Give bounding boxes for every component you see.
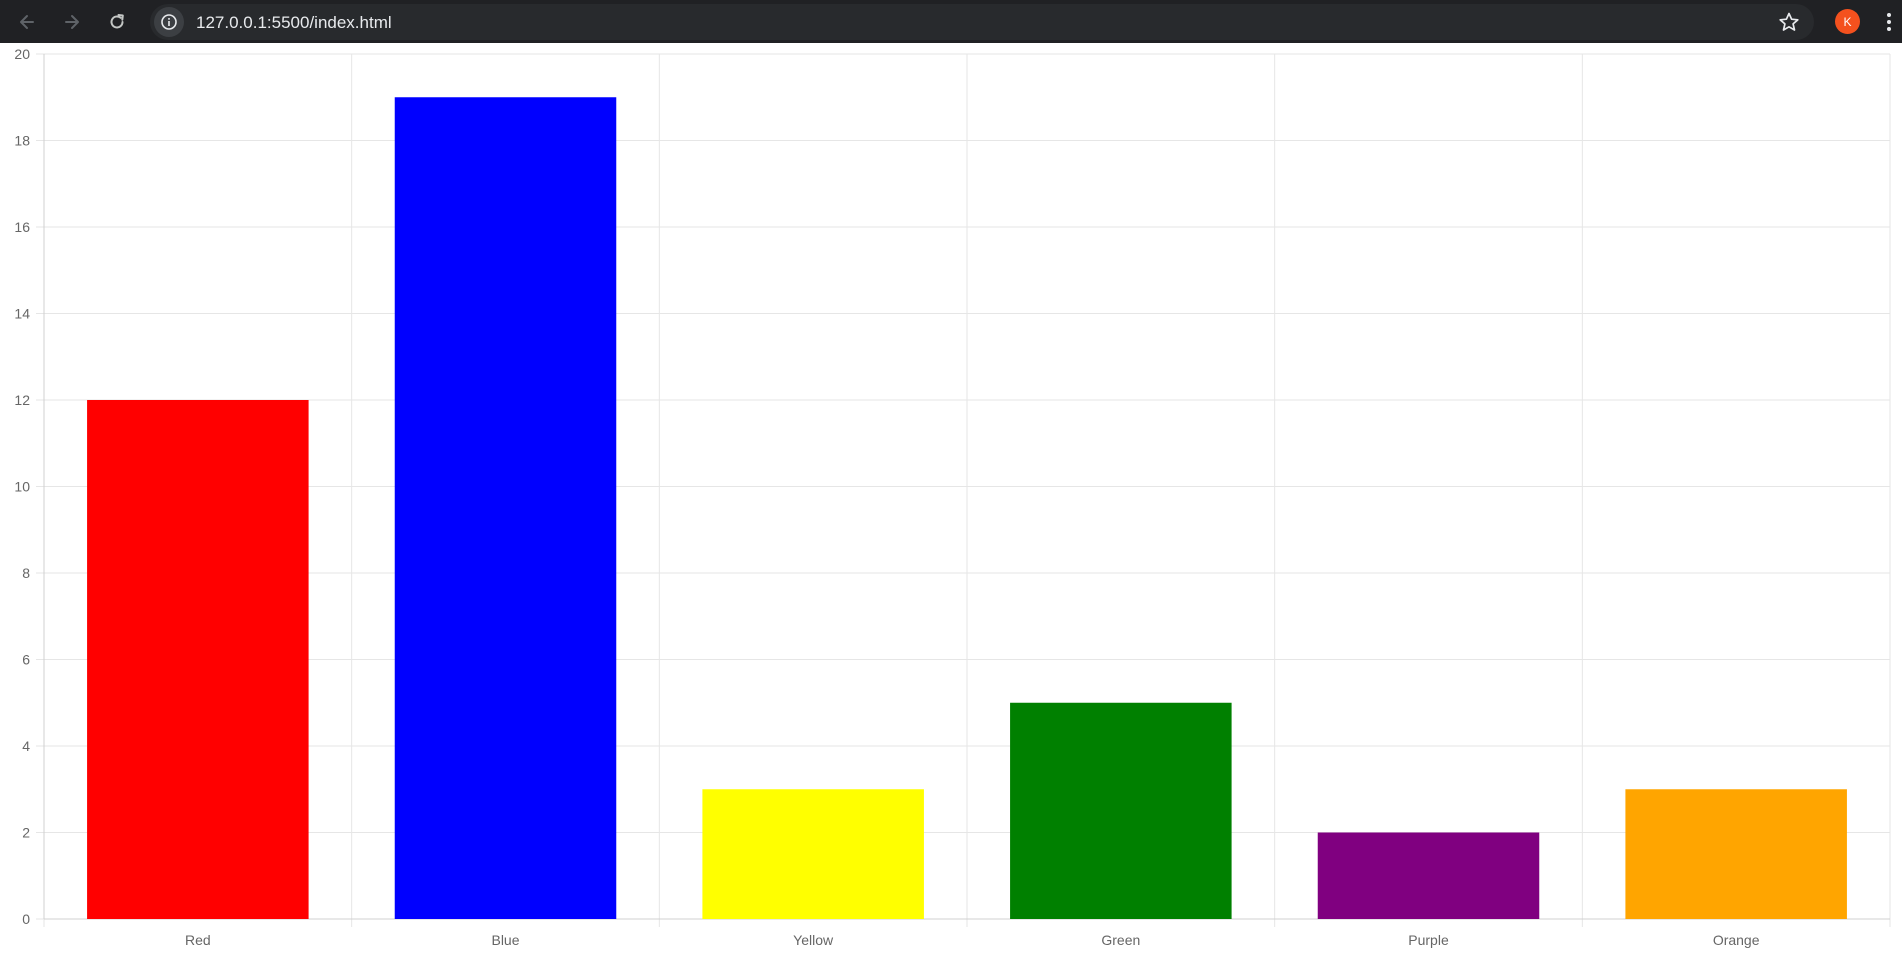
y-tick-label: 14 [14, 306, 30, 322]
url-text[interactable]: 127.0.0.1:5500/index.html [196, 13, 392, 32]
browser-toolbar: 127.0.0.1:5500/index.html K [0, 0, 1902, 43]
browser-menu-button[interactable] [1884, 11, 1894, 33]
x-tick-label: Yellow [793, 932, 834, 948]
x-tick-label: Purple [1408, 932, 1449, 948]
bar-red [87, 400, 309, 919]
page-content: 0 2 4 6 8 10 12 14 16 18 20 Red Blue Yellow Green Purpl… [0, 43, 1902, 957]
y-tick-label: 6 [22, 652, 30, 668]
profile-avatar[interactable]: K [1835, 9, 1860, 34]
back-button[interactable] [11, 6, 43, 38]
y-tick-label: 18 [14, 133, 30, 149]
bar-green [1010, 702, 1232, 919]
forward-button[interactable] [56, 6, 88, 38]
y-tick-label: 0 [22, 911, 30, 927]
bar-blue [394, 97, 617, 919]
x-tick-label: Green [1101, 932, 1140, 948]
bar-orange [1625, 789, 1847, 919]
bookmark-button[interactable] [1778, 11, 1800, 38]
x-tick-label: Orange [1713, 932, 1760, 948]
y-tick-label: 8 [22, 565, 30, 581]
arrow-right-icon [65, 15, 79, 29]
bar-chart: 0 2 4 6 8 10 12 14 16 18 20 Red Blue Yellow Green Purpl… [14, 46, 1891, 948]
y-tick-label: 2 [22, 825, 30, 841]
x-tick-label: Red [185, 932, 211, 948]
reload-button[interactable] [101, 6, 133, 38]
arrow-left-icon [20, 15, 34, 29]
address-bar[interactable]: 127.0.0.1:5500/index.html [150, 4, 1814, 40]
y-tick-label: 10 [14, 479, 30, 495]
x-tick-label: Blue [491, 932, 519, 948]
site-info-button[interactable] [154, 7, 184, 37]
reload-icon [110, 14, 124, 29]
y-tick-label: 20 [14, 46, 30, 62]
y-tick-label: 16 [14, 219, 30, 235]
bar-yellow [702, 789, 924, 919]
bar-purple [1317, 832, 1540, 919]
more-vert-icon [1887, 13, 1891, 31]
y-tick-label: 4 [22, 738, 30, 754]
y-tick-label: 12 [14, 392, 30, 408]
info-icon [161, 14, 177, 30]
star-icon [1779, 12, 1799, 31]
